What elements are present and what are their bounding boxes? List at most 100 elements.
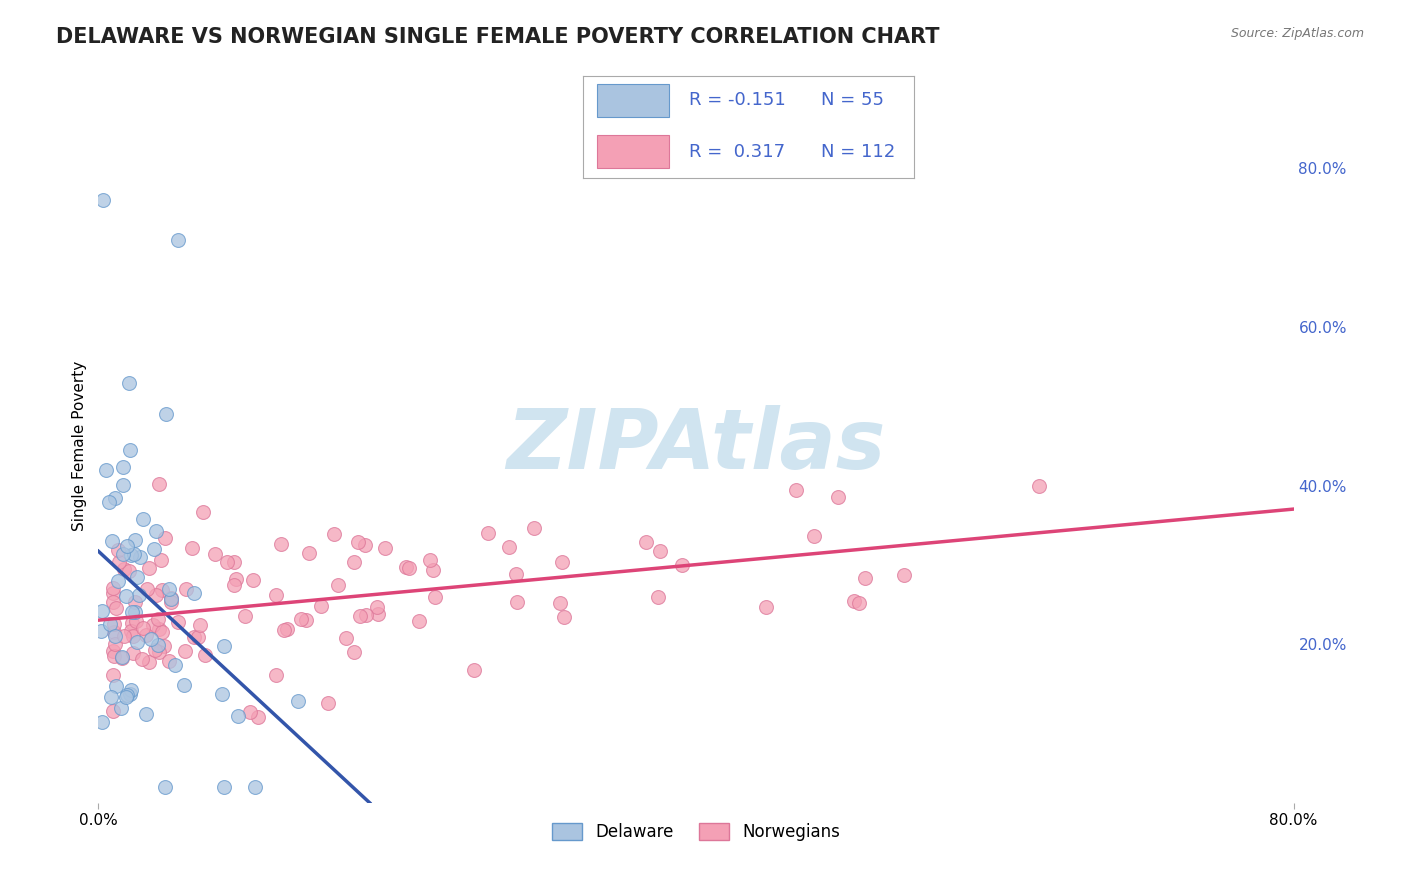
Point (194, 648, 217, 662)
Point (105, 679, 128, 693)
Point (124, 595, 146, 609)
Point (103, 581, 125, 595)
Point (135, 582, 157, 596)
Point (90, 624, 112, 638)
Point (104, 491, 127, 506)
Point (239, 705, 262, 719)
Point (246, 710, 269, 724)
Point (298, 546, 321, 560)
Point (367, 607, 389, 621)
Point (204, 547, 226, 561)
Point (153, 780, 176, 794)
Point (893, 568, 915, 582)
Point (354, 607, 377, 622)
Point (366, 599, 388, 614)
Point (124, 533, 146, 548)
Point (100, 616, 122, 631)
Point (349, 609, 371, 624)
Point (270, 537, 292, 551)
Text: ZIPAtlas: ZIPAtlas (506, 406, 886, 486)
Point (155, 407, 177, 421)
Point (104, 629, 127, 643)
Point (153, 531, 176, 545)
Point (157, 582, 180, 596)
Point (425, 590, 447, 604)
Point (353, 538, 375, 552)
Point (131, 652, 153, 666)
Point (145, 588, 167, 602)
Point (103, 668, 125, 682)
Point (142, 618, 165, 632)
Point (135, 627, 157, 641)
Point (145, 524, 167, 538)
Point (422, 563, 444, 577)
Point (120, 683, 142, 698)
Point (152, 639, 174, 653)
Point (287, 694, 309, 708)
Point (107, 542, 129, 557)
Point (118, 687, 141, 701)
Point (105, 601, 128, 615)
Point (848, 596, 870, 610)
Point (173, 644, 195, 658)
Point (143, 542, 166, 557)
Point (160, 592, 183, 607)
Text: DELAWARE VS NORWEGIAN SINGLE FEMALE POVERTY CORRELATION CHART: DELAWARE VS NORWEGIAN SINGLE FEMALE POVE… (56, 27, 939, 46)
Point (273, 623, 295, 637)
Text: N = 55: N = 55 (821, 92, 884, 110)
Point (94, 463, 117, 477)
Point (91, 193, 114, 207)
Point (127, 635, 149, 649)
Point (827, 490, 849, 504)
Point (148, 476, 170, 491)
Point (163, 657, 186, 672)
Point (295, 613, 318, 627)
Point (138, 561, 160, 575)
Point (112, 459, 135, 474)
Point (212, 780, 235, 794)
Point (138, 655, 160, 669)
Point (122, 628, 145, 642)
Point (523, 521, 546, 535)
Point (110, 701, 132, 715)
Point (148, 622, 170, 636)
Point (112, 629, 135, 643)
Point (264, 588, 287, 602)
Point (1028, 479, 1050, 493)
Point (276, 622, 298, 636)
Point (146, 639, 169, 653)
Point (398, 561, 420, 575)
Point (395, 559, 418, 574)
Y-axis label: Single Female Poverty: Single Female Poverty (72, 361, 87, 531)
Point (347, 534, 370, 549)
Point (107, 574, 129, 588)
Point (290, 612, 312, 626)
Point (785, 483, 807, 497)
Point (129, 549, 152, 564)
Point (103, 648, 125, 663)
Point (477, 526, 499, 541)
Point (322, 526, 344, 541)
Point (132, 512, 155, 526)
Point (121, 615, 143, 630)
Bar (596, 84, 669, 117)
Text: R =  0.317: R = 0.317 (689, 143, 786, 161)
Point (135, 706, 157, 721)
Point (183, 630, 205, 644)
Point (166, 615, 188, 630)
Point (188, 618, 211, 632)
Point (408, 614, 430, 628)
Point (103, 644, 125, 658)
Point (91, 603, 114, 617)
Point (505, 566, 527, 581)
Point (233, 609, 256, 624)
Point (225, 572, 247, 586)
Point (160, 591, 183, 605)
Point (120, 624, 142, 638)
Point (97, 494, 120, 508)
Point (844, 594, 866, 608)
Point (120, 548, 142, 562)
Point (211, 688, 233, 702)
Point (146, 612, 169, 626)
Point (212, 639, 235, 653)
